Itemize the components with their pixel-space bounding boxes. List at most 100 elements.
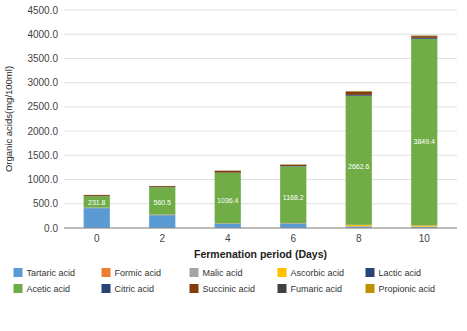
bar-segment	[411, 226, 437, 227]
bar-segment	[346, 226, 372, 227]
bar-segment	[280, 165, 306, 166]
legend-swatch	[14, 268, 23, 277]
data-label: 560.5	[153, 199, 171, 206]
bar-segment	[411, 226, 437, 227]
bar-segment	[215, 170, 241, 171]
bar-segment	[149, 185, 175, 186]
y-tick-label: 0.0	[44, 223, 58, 234]
grid-line	[64, 82, 457, 83]
legend-label: Succinic acid	[203, 284, 256, 294]
data-label: 231.8	[88, 199, 106, 206]
bar-segment	[411, 39, 437, 225]
bar-segment	[149, 186, 175, 188]
bar-segment	[346, 91, 372, 92]
legend-swatch	[366, 284, 375, 293]
bar-segment	[346, 226, 372, 227]
bar-segment	[84, 196, 110, 207]
bar-segment	[346, 92, 372, 95]
bar-segment	[411, 35, 437, 36]
legend-label: Citric acid	[115, 284, 155, 294]
y-tick-label: 1500.0	[27, 150, 58, 161]
bar-segment	[411, 35, 437, 36]
legend-label: Malic acid	[203, 268, 243, 278]
bar-segment	[280, 223, 306, 224]
grid-line	[64, 58, 457, 59]
chart: 0.0 500.0 1000.0 1500.0 2000.0 2500.0 3000.0 35…	[0, 0, 467, 331]
bar-segment	[84, 196, 110, 197]
y-tick-label: 1000.0	[27, 174, 58, 185]
bar-segment	[280, 164, 306, 165]
legend-label: Formic acid	[115, 268, 162, 278]
bar-segment	[84, 194, 110, 195]
legend-label: Propionic acid	[379, 284, 436, 294]
bar-segment	[215, 223, 241, 224]
data-label: 3849.4	[414, 138, 436, 145]
legend-label: Fumaric acid	[291, 284, 343, 294]
x-tick-label: 4	[225, 233, 231, 244]
y-tick-label: 3500.0	[27, 53, 58, 64]
bar-segment	[84, 208, 110, 228]
y-tick-label: 2000.0	[27, 126, 58, 137]
x-tick-label: 6	[290, 233, 296, 244]
y-tick-label: 4000.0	[27, 29, 58, 40]
data-label: 2662.6	[348, 163, 370, 170]
legend-swatch	[278, 284, 287, 293]
legend-swatch	[102, 284, 111, 293]
legend-swatch	[190, 284, 199, 293]
y-tick-label: 2500.0	[27, 101, 58, 112]
y-tick-label: 500.0	[33, 198, 58, 209]
data-label: 1036.4	[217, 197, 239, 204]
bar-segment	[280, 164, 306, 165]
legend-swatch	[14, 284, 23, 293]
data-label: 1168.2	[283, 194, 304, 201]
grid-line	[64, 106, 457, 107]
bar-segment	[149, 215, 175, 228]
bar-segment	[346, 225, 372, 226]
bar-segment	[411, 225, 437, 226]
legend-label: Lactic acid	[379, 268, 422, 278]
y-axis-label: Organic acids(mg/100ml)	[3, 66, 14, 172]
bar-segment	[280, 224, 306, 228]
grid-line	[64, 203, 457, 204]
grid-line	[64, 228, 457, 229]
grid-line	[64, 10, 457, 11]
legend: Tartaric acid Formic acid Malic acid Ascorb…	[14, 268, 436, 294]
bar-segment	[215, 171, 241, 173]
y-tick-label: 3000.0	[27, 77, 58, 88]
bar-segment	[84, 195, 110, 197]
x-tick-label: 10	[419, 233, 431, 244]
x-tick-label: 8	[356, 233, 362, 244]
bar-segment	[84, 194, 110, 195]
legend-label: Tartaric acid	[27, 268, 76, 278]
bar-segment	[346, 96, 372, 225]
x-axis-line	[64, 228, 457, 229]
bar-segment	[149, 186, 175, 187]
bar-segment	[149, 187, 175, 214]
bar-segment	[411, 36, 437, 38]
grid-line	[64, 131, 457, 132]
legend-label: Acetic acid	[27, 284, 71, 294]
legend-swatch	[278, 268, 287, 277]
y-tick-label: 4500.0	[27, 5, 58, 16]
legend-label: Ascorbic acid	[291, 268, 345, 278]
bar-segment	[280, 165, 306, 166]
bar-segment	[215, 224, 241, 228]
grid-line	[64, 34, 457, 35]
bars	[84, 35, 438, 228]
bar-segment	[149, 214, 175, 215]
x-axis-label: Fermenation period (Days)	[194, 248, 327, 260]
grid-line	[64, 179, 457, 180]
grid	[64, 10, 457, 228]
bar-segment	[84, 207, 110, 208]
legend-swatch	[102, 268, 111, 277]
bar-segment	[215, 173, 241, 223]
grid-line	[64, 155, 457, 156]
bar-segment	[346, 90, 372, 91]
legend-swatch	[366, 268, 375, 277]
x-tick-label: 0	[94, 233, 100, 244]
legend-swatch	[190, 268, 199, 277]
x-tick-label: 2	[159, 233, 165, 244]
bar-segment	[149, 187, 175, 188]
bar-segment	[280, 166, 306, 223]
bar-segment	[215, 170, 241, 171]
